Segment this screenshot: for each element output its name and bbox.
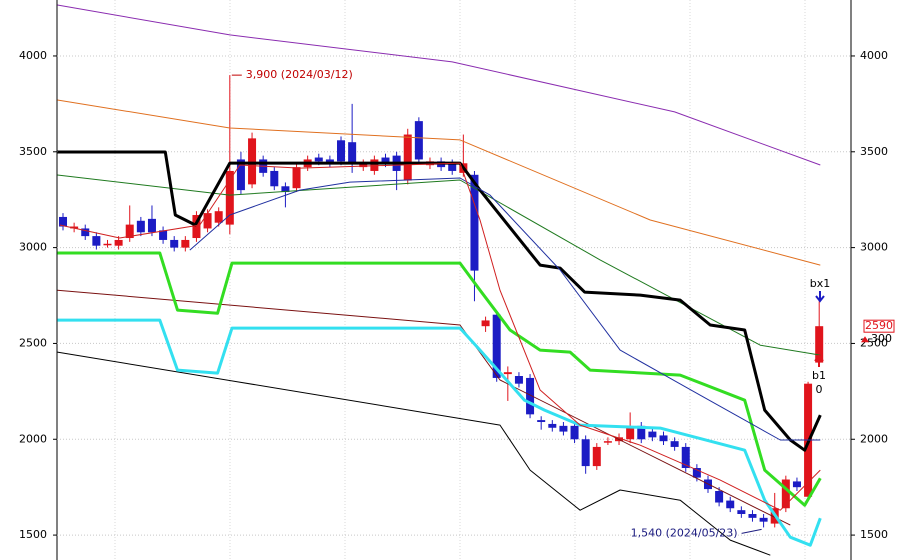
annotation-arrow [741,528,762,534]
indicator-line [57,150,822,452]
candle-body [359,163,368,168]
candle-body [325,159,334,164]
candle-body [314,157,323,162]
candle-body [737,510,746,515]
candle-body [136,220,145,233]
candle-body [548,423,557,428]
y-tick-label: 2000 [19,432,47,445]
candle-body [214,211,223,223]
y-tick-label: 3500 [860,145,888,158]
candle-body [370,159,379,171]
candle-body [715,491,724,503]
candle-body [592,446,601,467]
candle-body [448,163,457,171]
candle-body [815,326,824,363]
indicator-line [189,177,821,441]
candle-body [659,435,668,442]
candle-body [748,514,757,518]
indicator-line [57,351,771,556]
candle-body [514,376,523,384]
y-tick-label: 3000 [860,241,888,254]
indicator-line [57,99,821,266]
candle-body [692,468,701,478]
high-annotation: 3,900 (2024/03/12) [246,68,353,81]
candle-body [781,479,790,509]
signal-arrow [815,291,825,303]
y-tick-label: 2000 [860,432,888,445]
candle-body [70,226,79,229]
indicator-line [59,162,821,511]
y-tick-label: 2500 [19,336,47,349]
candle-body [492,314,501,378]
signal-label: b1 [812,369,826,382]
y-tick-label: 3500 [19,145,47,158]
candle-body [147,218,156,233]
indicator-line [57,289,791,526]
indicator-line [57,251,822,507]
change-marker [861,336,869,343]
candle-body [726,500,735,509]
candle-body [537,420,546,423]
indicator-line [57,318,822,547]
candle-body [603,441,612,443]
y-tick-label: 1500 [860,528,888,541]
last-price-label: 2590 [865,319,893,332]
y-tick-label: 4000 [860,49,888,62]
candle-body [570,425,579,440]
candle-body [103,243,112,246]
candle-body [581,439,590,467]
candle-body [670,441,679,447]
candle-body [470,174,479,271]
candle-body [637,425,646,440]
change-label: 300 [871,332,892,345]
overlay: bx1 b1 0 [810,277,831,396]
candle-body [681,446,690,469]
candle-body [481,320,490,327]
candle-body [248,138,257,185]
signal-label: bx1 [810,277,831,290]
candle-body [225,170,234,225]
candle-body [192,215,201,239]
candle-body [114,239,123,246]
y-tick-label: 1500 [19,528,47,541]
signal-label: 0 [816,383,823,396]
indicator-line [57,4,821,166]
candle-body [270,170,279,187]
candle-body [92,236,101,246]
candle-body [337,140,346,162]
candle-body [181,239,190,248]
candle-body [759,517,768,522]
candle-body [81,228,90,237]
candle-body [348,142,357,164]
y-tick-label: 4000 [19,49,47,62]
indicator-line [57,174,821,356]
signal-arrow [814,354,824,367]
candle-body [381,157,390,164]
candle-body [59,216,68,227]
candle-body [292,167,301,189]
candle-body [170,239,179,248]
candle-body [159,230,168,240]
candle-body [792,481,801,488]
candle-body [559,425,568,432]
candle-body [526,377,535,415]
candle-body [414,121,423,160]
candle-body [281,186,290,193]
low-annotation: 1,540 (2024/05/23) [631,526,738,539]
candle-body [236,159,245,191]
last-price-box [863,319,895,333]
candle-body [125,224,134,239]
candle-body [648,431,657,438]
candle-body [203,213,212,229]
candle-body [626,427,635,440]
candle-body [503,372,512,375]
y-tick-label: 3000 [19,241,47,254]
candle-body [403,134,412,181]
